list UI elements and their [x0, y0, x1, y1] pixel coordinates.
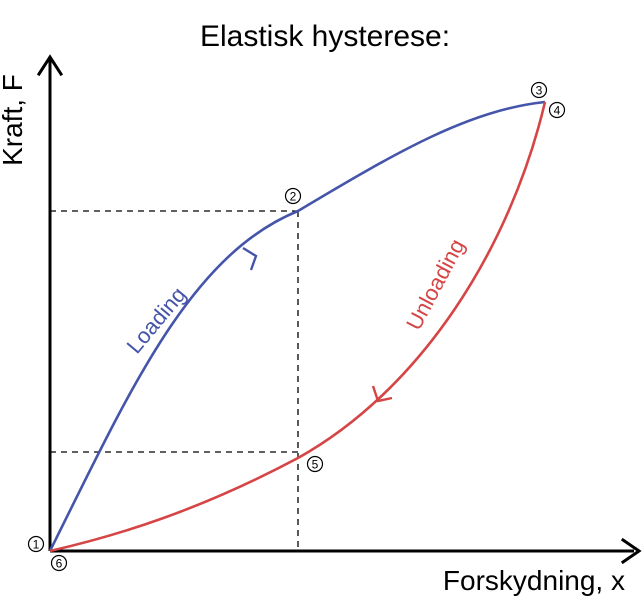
y-axis-label: Kraft, F [0, 74, 28, 166]
svg-text:4: 4 [554, 104, 561, 118]
point-marker-1: 1 [27, 535, 45, 553]
point-marker-2: 2 [284, 187, 302, 205]
unloading-label: Unloading [401, 235, 470, 334]
loading-direction-arrow [242, 246, 258, 271]
unloading-curve [49, 101, 547, 553]
point-marker-4: 4 [548, 101, 566, 119]
svg-text:2: 2 [290, 190, 297, 204]
y-axis-arrowhead [36, 54, 64, 77]
svg-text:5: 5 [312, 458, 319, 472]
point-marker-3: 3 [530, 81, 548, 99]
svg-text:6: 6 [56, 557, 63, 571]
point-marker-5: 5 [306, 455, 324, 473]
svg-text:3: 3 [536, 84, 543, 98]
svg-text:1: 1 [33, 538, 40, 552]
x-axis-label: Forskydning, x [443, 565, 625, 596]
unloading-direction-arrow [371, 385, 393, 403]
point-marker-6: 6 [50, 554, 68, 572]
x-axis-arrowhead [620, 537, 642, 565]
loading-curve [48, 100, 546, 552]
diagram-title: Elastisk hysterese: [200, 20, 450, 53]
